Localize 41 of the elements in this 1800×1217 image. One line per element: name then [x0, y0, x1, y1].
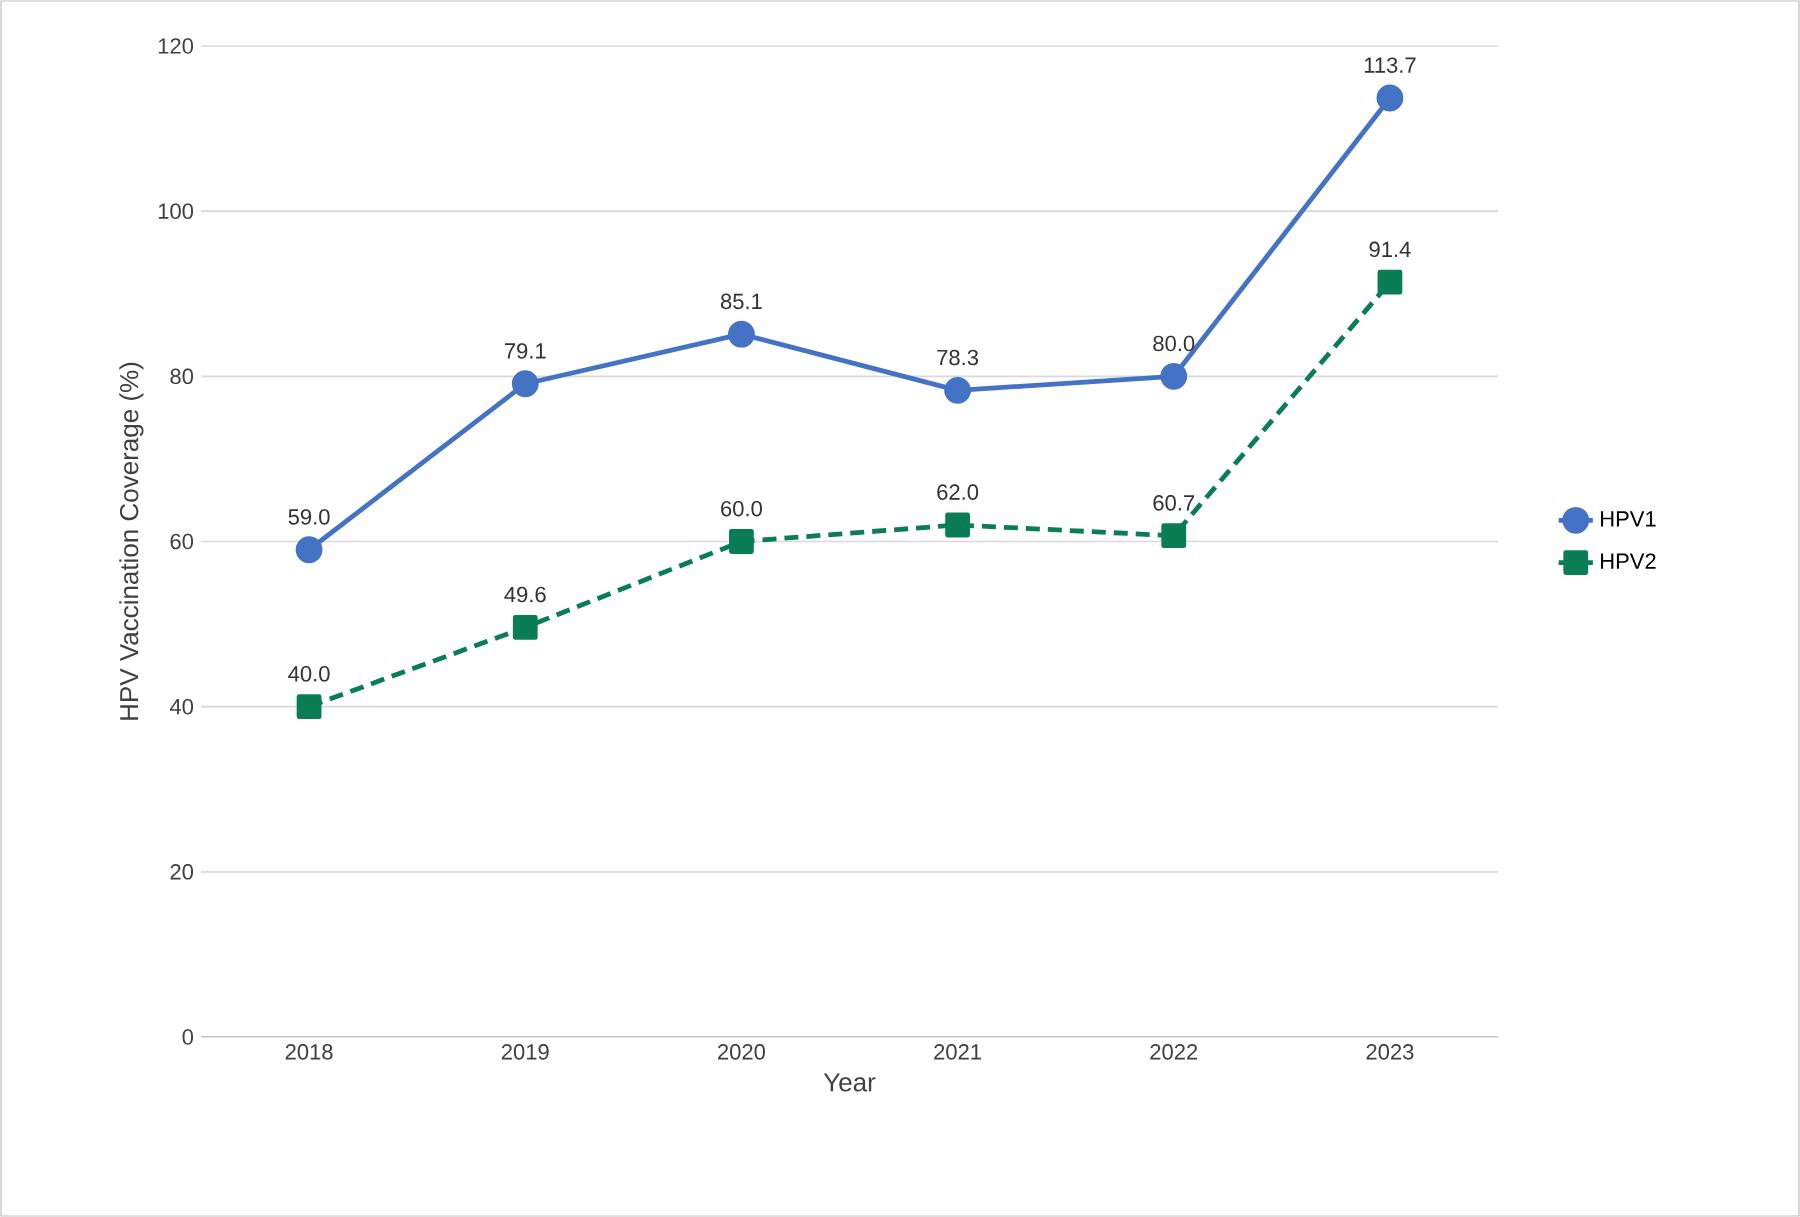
data-label: 80.0 [1153, 335, 1195, 352]
point [1377, 269, 1403, 295]
legend-label: HPV1 [1601, 511, 1656, 527]
y-tick-label: 80 [170, 368, 194, 385]
point [1160, 362, 1188, 390]
point [945, 512, 970, 538]
data-label: 60.0 [721, 500, 762, 517]
data-label: 91.4 [1369, 241, 1411, 258]
data-label: 78.3 [937, 349, 979, 366]
point [296, 694, 322, 720]
point [944, 376, 971, 404]
y-axis-title: HPV Vaccination Coverage (%) [119, 362, 144, 720]
y-tick-label: 40 [169, 698, 194, 715]
y-tick-label: 0 [182, 1029, 194, 1045]
point [295, 536, 323, 564]
y-tick-label: 20 [170, 864, 194, 880]
data-label: 85.1 [720, 293, 762, 310]
data-label: 40.0 [288, 666, 330, 682]
point [1376, 84, 1404, 112]
x-tick-label: 2019 [501, 1044, 549, 1060]
data-label: 59.0 [288, 509, 330, 525]
x-tick-label: 2020 [718, 1044, 765, 1060]
x-axis-title: Year [823, 1073, 876, 1092]
point [729, 529, 754, 554]
data-label: 79.1 [504, 343, 546, 359]
point [1161, 523, 1187, 549]
data-label: 113.7 [1364, 57, 1416, 73]
data-label: 60.7 [1153, 495, 1195, 511]
legend-label: HPV2 [1601, 553, 1656, 569]
y-tick-label: 120 [158, 38, 194, 54]
point [512, 614, 538, 640]
point [728, 320, 755, 348]
y-tick-label: 100 [158, 203, 194, 219]
x-tick-label: 2021 [934, 1044, 981, 1060]
x-tick-label: 2018 [285, 1044, 333, 1060]
data-label: 49.6 [504, 586, 546, 603]
data-label: 62.0 [937, 484, 979, 500]
y-tick-label: 60 [170, 533, 194, 550]
point [511, 370, 539, 398]
x-tick-label: 2023 [1366, 1044, 1414, 1060]
x-tick-label: 2022 [1150, 1044, 1198, 1060]
